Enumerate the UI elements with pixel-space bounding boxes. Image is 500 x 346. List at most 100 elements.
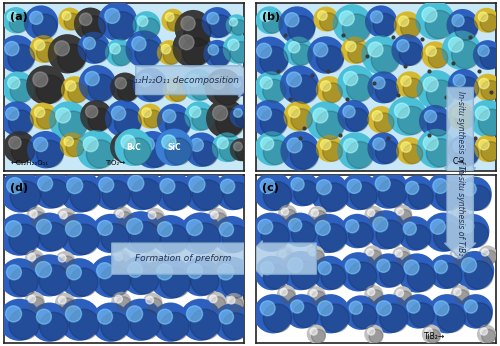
Circle shape bbox=[131, 179, 162, 209]
Circle shape bbox=[132, 11, 160, 39]
Circle shape bbox=[138, 16, 148, 26]
Circle shape bbox=[204, 69, 242, 106]
Circle shape bbox=[456, 290, 469, 303]
Circle shape bbox=[206, 250, 226, 270]
Circle shape bbox=[162, 110, 176, 122]
Circle shape bbox=[426, 46, 436, 56]
Circle shape bbox=[394, 11, 421, 39]
Circle shape bbox=[283, 212, 318, 247]
Circle shape bbox=[140, 137, 154, 152]
Circle shape bbox=[60, 171, 102, 212]
Circle shape bbox=[34, 137, 48, 152]
Circle shape bbox=[312, 211, 326, 225]
Circle shape bbox=[344, 71, 357, 86]
Circle shape bbox=[121, 135, 135, 149]
Circle shape bbox=[135, 40, 162, 66]
Circle shape bbox=[222, 225, 249, 252]
Circle shape bbox=[100, 312, 129, 341]
Circle shape bbox=[396, 252, 410, 265]
Circle shape bbox=[343, 106, 355, 118]
Circle shape bbox=[480, 14, 498, 32]
Circle shape bbox=[373, 77, 385, 89]
Circle shape bbox=[128, 263, 142, 277]
Circle shape bbox=[210, 211, 218, 219]
Circle shape bbox=[4, 42, 19, 56]
Circle shape bbox=[114, 253, 122, 261]
Circle shape bbox=[130, 309, 160, 339]
Circle shape bbox=[105, 39, 133, 66]
Text: Formation of preform: Formation of preform bbox=[136, 254, 232, 263]
Circle shape bbox=[280, 131, 320, 171]
Circle shape bbox=[126, 30, 163, 68]
Circle shape bbox=[145, 208, 165, 228]
Circle shape bbox=[254, 172, 293, 211]
Circle shape bbox=[291, 44, 312, 65]
Circle shape bbox=[279, 250, 286, 257]
Circle shape bbox=[208, 45, 218, 55]
Circle shape bbox=[256, 43, 272, 58]
Circle shape bbox=[433, 179, 448, 193]
Polygon shape bbox=[244, 241, 316, 276]
Circle shape bbox=[140, 18, 160, 38]
Circle shape bbox=[192, 180, 222, 210]
Circle shape bbox=[291, 178, 304, 191]
Circle shape bbox=[464, 300, 477, 313]
Circle shape bbox=[436, 182, 464, 210]
Circle shape bbox=[316, 46, 344, 73]
Circle shape bbox=[116, 297, 131, 311]
Circle shape bbox=[366, 210, 406, 249]
Circle shape bbox=[30, 302, 69, 342]
Circle shape bbox=[9, 224, 40, 255]
Circle shape bbox=[228, 39, 239, 51]
Circle shape bbox=[192, 109, 213, 130]
Circle shape bbox=[264, 264, 288, 289]
Circle shape bbox=[12, 139, 35, 163]
Circle shape bbox=[318, 224, 347, 252]
Circle shape bbox=[0, 35, 36, 73]
Circle shape bbox=[320, 183, 348, 211]
Circle shape bbox=[36, 309, 52, 324]
Circle shape bbox=[54, 41, 70, 56]
Circle shape bbox=[348, 43, 368, 63]
Circle shape bbox=[362, 35, 401, 75]
Circle shape bbox=[448, 69, 480, 101]
Circle shape bbox=[167, 15, 184, 31]
Circle shape bbox=[251, 100, 288, 137]
Circle shape bbox=[403, 78, 422, 98]
Text: In-situ synthesis of TiB₂: In-situ synthesis of TiB₂ bbox=[456, 91, 464, 180]
Circle shape bbox=[456, 211, 469, 225]
Circle shape bbox=[341, 173, 378, 210]
Circle shape bbox=[425, 10, 454, 39]
Circle shape bbox=[151, 302, 190, 342]
Circle shape bbox=[448, 37, 464, 52]
Circle shape bbox=[148, 256, 162, 271]
Circle shape bbox=[112, 207, 132, 227]
Circle shape bbox=[189, 176, 205, 192]
Circle shape bbox=[212, 213, 226, 227]
Circle shape bbox=[322, 142, 342, 161]
Circle shape bbox=[105, 100, 142, 137]
Text: TiO₂→: TiO₂→ bbox=[104, 160, 124, 166]
Circle shape bbox=[138, 74, 152, 87]
Circle shape bbox=[322, 83, 342, 103]
Circle shape bbox=[121, 256, 160, 295]
Circle shape bbox=[376, 301, 392, 316]
Circle shape bbox=[316, 220, 330, 235]
Circle shape bbox=[388, 97, 427, 136]
Circle shape bbox=[163, 77, 188, 102]
Circle shape bbox=[211, 297, 226, 311]
Circle shape bbox=[146, 254, 154, 262]
Circle shape bbox=[288, 106, 300, 118]
Circle shape bbox=[118, 212, 132, 226]
Circle shape bbox=[105, 8, 120, 24]
Circle shape bbox=[138, 104, 162, 129]
Circle shape bbox=[182, 38, 210, 66]
Circle shape bbox=[120, 211, 162, 253]
Circle shape bbox=[60, 256, 74, 271]
Circle shape bbox=[188, 264, 202, 279]
Circle shape bbox=[156, 264, 172, 280]
Circle shape bbox=[61, 213, 76, 227]
Circle shape bbox=[284, 101, 313, 131]
Circle shape bbox=[68, 83, 87, 103]
Circle shape bbox=[260, 11, 271, 22]
